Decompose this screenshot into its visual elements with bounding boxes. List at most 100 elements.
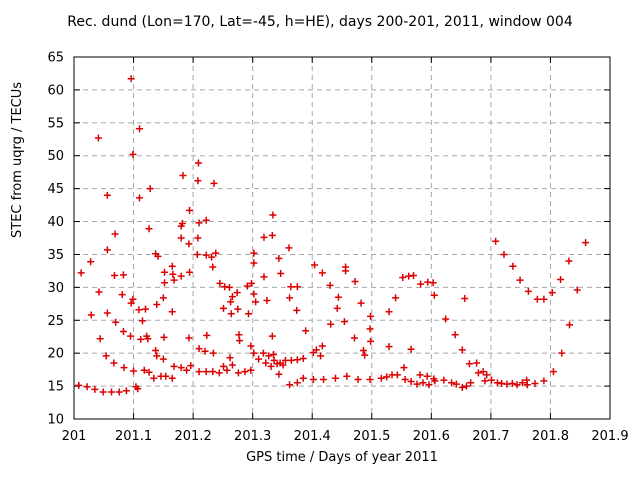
data-point-marker	[270, 350, 278, 358]
data-point-marker	[152, 347, 160, 355]
data-point-marker	[250, 349, 258, 357]
data-point-marker	[302, 327, 310, 335]
data-point-marker	[195, 368, 203, 376]
data-point-marker	[431, 377, 439, 385]
data-point-marker	[122, 387, 130, 395]
data-point-marker	[483, 371, 491, 379]
data-point-marker	[154, 252, 162, 260]
data-point-marker	[492, 237, 500, 245]
data-point-marker	[244, 310, 252, 318]
data-point-marker	[458, 383, 466, 391]
data-point-marker	[150, 374, 158, 382]
data-point-marker	[160, 333, 168, 341]
data-point-marker	[247, 366, 255, 374]
data-point-marker	[129, 150, 137, 158]
data-point-marker	[168, 374, 176, 382]
data-point-marker	[146, 185, 154, 193]
data-point-marker	[161, 279, 169, 287]
data-point-marker	[342, 267, 350, 275]
x-tick-label: 201.8	[532, 429, 569, 444]
data-point-marker	[111, 230, 119, 238]
data-point-marker	[187, 362, 195, 370]
data-point-marker	[392, 294, 400, 302]
x-tick-label: 201.2	[175, 429, 212, 444]
data-point-marker	[429, 279, 437, 287]
data-point-marker	[260, 273, 268, 281]
data-point-marker	[548, 289, 556, 297]
data-point-marker	[95, 288, 103, 296]
y-tick-label: 50	[47, 149, 64, 164]
data-point-marker	[103, 309, 111, 317]
data-point-marker	[112, 318, 120, 326]
data-point-marker	[103, 191, 111, 199]
data-point-marker	[343, 372, 351, 380]
y-tick-label: 10	[47, 413, 64, 428]
data-point-marker	[385, 343, 393, 351]
data-point-marker	[458, 346, 466, 354]
data-point-marker	[87, 311, 95, 319]
data-point-marker	[367, 337, 375, 345]
x-tick-label: 201.1	[115, 429, 152, 444]
data-point-marker	[210, 179, 218, 187]
data-point-marker	[215, 369, 223, 377]
data-point-marker	[110, 272, 118, 280]
data-point-marker	[383, 373, 391, 381]
data-point-marker	[474, 369, 482, 377]
data-point-marker	[565, 257, 573, 265]
data-point-marker	[194, 177, 202, 185]
data-point-marker	[361, 351, 369, 359]
data-point-marker	[268, 332, 276, 340]
data-point-marker	[145, 225, 153, 233]
data-point-marker	[287, 356, 295, 364]
data-point-marker	[407, 345, 415, 353]
data-point-marker	[119, 327, 127, 335]
x-tick-label: 201	[62, 429, 87, 444]
data-point-marker	[582, 239, 590, 247]
data-point-marker	[377, 374, 385, 382]
data-point-marker	[183, 366, 191, 374]
data-point-marker	[186, 268, 194, 276]
data-point-marker	[354, 376, 362, 384]
data-point-marker	[573, 286, 581, 294]
data-point-marker	[177, 272, 185, 280]
data-point-marker	[153, 352, 161, 360]
data-point-marker	[252, 298, 260, 306]
data-point-marker	[195, 345, 203, 353]
data-point-marker	[430, 291, 438, 299]
data-point-marker	[509, 262, 517, 270]
data-point-marker	[357, 299, 365, 307]
data-point-marker	[169, 270, 177, 278]
data-point-marker	[440, 376, 448, 384]
data-point-marker	[236, 337, 244, 345]
y-tick-label: 30	[47, 281, 64, 296]
x-tick-label: 201.7	[472, 429, 509, 444]
data-point-marker	[203, 331, 211, 339]
data-point-marker	[177, 234, 185, 242]
data-point-marker	[334, 293, 342, 301]
y-tick-label: 60	[47, 83, 64, 98]
data-point-marker	[407, 377, 415, 385]
y-tick-label: 15	[47, 380, 64, 395]
data-point-marker	[127, 75, 135, 83]
data-point-marker	[317, 352, 325, 360]
data-point-marker	[531, 379, 539, 387]
data-point-marker	[500, 250, 508, 258]
data-point-marker	[228, 293, 236, 301]
data-point-marker	[194, 234, 202, 242]
data-point-marker	[170, 276, 178, 284]
x-tick-label: 201.4	[294, 429, 331, 444]
data-point-marker	[262, 359, 270, 367]
data-point-marker	[202, 251, 210, 259]
data-point-marker	[194, 159, 202, 167]
data-point-marker	[479, 368, 487, 376]
data-point-marker	[135, 306, 143, 314]
data-point-marker	[265, 352, 273, 360]
data-point-marker	[309, 349, 317, 357]
data-point-marker	[269, 211, 277, 219]
x-tick-label: 201.3	[234, 429, 271, 444]
data-point-marker	[518, 379, 526, 387]
data-point-marker	[461, 295, 469, 303]
data-point-marker	[331, 374, 339, 382]
data-point-marker	[558, 349, 566, 357]
data-point-marker	[209, 349, 217, 357]
